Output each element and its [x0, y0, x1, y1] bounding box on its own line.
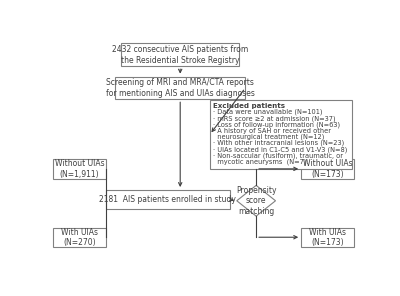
FancyBboxPatch shape: [210, 100, 352, 169]
Text: · A history of SAH or received other: · A history of SAH or received other: [213, 128, 331, 133]
Text: Without UIAs
(N=173): Without UIAs (N=173): [303, 159, 352, 178]
Text: Without UIAs
(N=1,911): Without UIAs (N=1,911): [55, 159, 104, 178]
Text: neurosurgical treatment (N=12): neurosurgical treatment (N=12): [213, 134, 325, 140]
Text: Screening of MRI and MRA/CTA reports
for mentioning AIS and UIAs diagnoses: Screening of MRI and MRA/CTA reports for…: [106, 78, 255, 98]
Text: 2181  AIS patients enrolled in study: 2181 AIS patients enrolled in study: [99, 195, 236, 204]
Text: With UIAs
(N=270): With UIAs (N=270): [61, 228, 98, 247]
Text: 2432 consecutive AIS patients from
the Residential Stroke Registry: 2432 consecutive AIS patients from the R…: [112, 45, 248, 65]
Text: mycotic aneurysms  (N=7).: mycotic aneurysms (N=7).: [213, 159, 309, 165]
Text: · UIAs located in C1-C5 and V1-V3 (N=8): · UIAs located in C1-C5 and V1-V3 (N=8): [213, 146, 348, 153]
FancyBboxPatch shape: [115, 77, 245, 99]
Text: Propensity
score
matching: Propensity score matching: [236, 186, 276, 216]
FancyBboxPatch shape: [301, 159, 354, 178]
Text: · Loss of follow-up information (N=63): · Loss of follow-up information (N=63): [213, 121, 340, 128]
FancyBboxPatch shape: [121, 44, 239, 66]
FancyBboxPatch shape: [53, 159, 106, 178]
Text: With UIAs
(N=173): With UIAs (N=173): [309, 228, 346, 247]
Text: · Non-saccular (fusiform), traumatic, or: · Non-saccular (fusiform), traumatic, or: [213, 152, 343, 159]
FancyBboxPatch shape: [301, 228, 354, 247]
Text: · With other intracranial lesions (N=23): · With other intracranial lesions (N=23): [213, 140, 345, 147]
Text: Excluded patients: Excluded patients: [213, 103, 285, 109]
Text: · Data were unavailable (N=101): · Data were unavailable (N=101): [213, 109, 323, 115]
Text: · mRS score ≥2 at admission (N=37): · mRS score ≥2 at admission (N=37): [213, 115, 336, 122]
Polygon shape: [237, 185, 276, 216]
FancyBboxPatch shape: [53, 228, 106, 247]
FancyBboxPatch shape: [106, 190, 230, 209]
